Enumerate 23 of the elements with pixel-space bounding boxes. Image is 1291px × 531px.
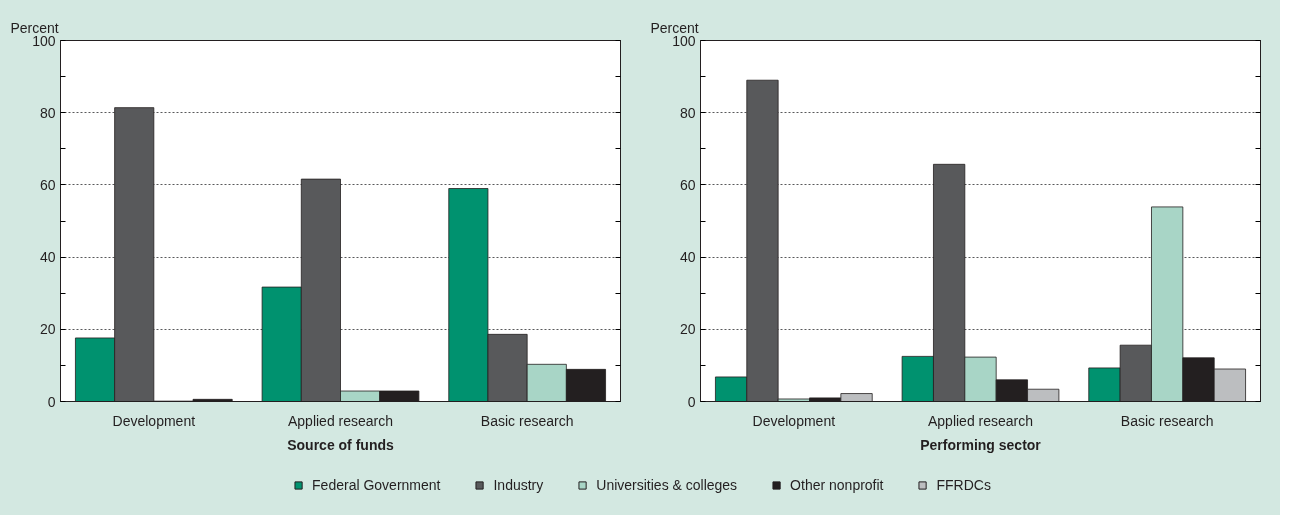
y-tick-label: 0 — [47, 393, 56, 410]
legend-label: Industry — [493, 477, 544, 493]
x-tick-label: Applied research — [927, 412, 1034, 429]
y-tick-label: 20 — [679, 321, 696, 338]
y-tick-label: 80 — [679, 104, 696, 121]
legend-label: Universities & colleges — [596, 477, 738, 493]
legend-label: Federal Government — [312, 477, 441, 493]
x-axis-title: Source of funds — [287, 436, 394, 453]
x-tick-label: Basic research — [480, 412, 574, 429]
legend-label: Other nonprofit — [790, 477, 884, 493]
y-tick-label: 80 — [39, 104, 56, 121]
y-tick-label: 60 — [679, 176, 696, 193]
x-tick-label: Development — [752, 412, 836, 429]
y-tick-label: 60 — [39, 176, 56, 193]
y-tick-label: 40 — [679, 249, 696, 266]
y-tick-label: 20 — [39, 321, 56, 338]
x-tick-label: Applied research — [287, 412, 394, 429]
x-tick-label: Basic research — [1120, 412, 1214, 429]
y-tick-label: 40 — [39, 249, 56, 266]
x-axis-title: Performing sector — [920, 436, 1042, 453]
legend-label: FFRDCs — [936, 477, 991, 493]
x-tick-label: Development — [112, 412, 196, 429]
y-tick-label: 0 — [687, 393, 696, 410]
